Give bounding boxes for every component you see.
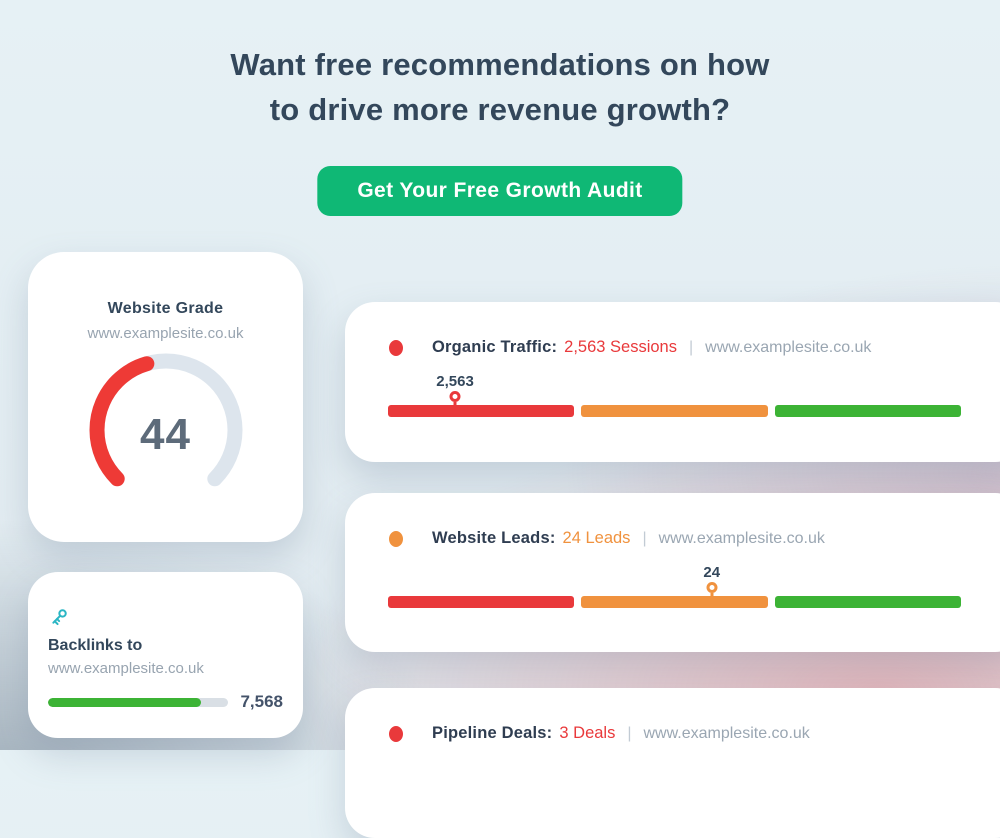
metric-label: Pipeline Deals: xyxy=(432,724,553,742)
status-dot-icon xyxy=(389,725,403,742)
organic-traffic-card: Organic Traffic: 2,563 Sessions | www.ex… xyxy=(345,302,1000,462)
metric-value: 3 Deals xyxy=(559,724,616,742)
metric-label: Website Leads: xyxy=(432,529,556,547)
backlinks-progress-track xyxy=(48,697,229,707)
scale-segment-red xyxy=(388,596,575,608)
organic-traffic-scale: 2,563 xyxy=(388,373,961,417)
backlinks-url: www.examplesite.co.uk xyxy=(48,660,204,677)
backlinks-progress-fill xyxy=(48,697,202,707)
separator: | xyxy=(627,724,632,742)
metric-value: 24 Leads xyxy=(562,529,631,547)
headline-line-1: Want free recommendations on how xyxy=(230,47,770,82)
headline: Want free recommendations on how to driv… xyxy=(0,42,1000,132)
backlinks-title: Backlinks to xyxy=(48,637,143,654)
scale-segment-green xyxy=(774,405,961,417)
headline-line-2: to drive more revenue growth? xyxy=(269,92,731,127)
grade-gauge-svg xyxy=(89,353,242,487)
metric-label: Organic Traffic: xyxy=(432,338,558,356)
growth-audit-button[interactable]: Get Your Free Growth Audit xyxy=(317,166,683,216)
metric-url: www.examplesite.co.uk xyxy=(705,338,872,356)
grade-score: 44 xyxy=(140,410,191,459)
metric-url: www.examplesite.co.uk xyxy=(643,724,810,742)
grade-card-title: Website Grade xyxy=(107,300,224,317)
website-leads-card: Website Leads: 24 Leads | www.examplesit… xyxy=(345,493,1000,652)
grade-card-url: www.examplesite.co.uk xyxy=(87,325,244,342)
scale-segment-orange xyxy=(581,596,768,608)
website-leads-scale: 24 xyxy=(388,564,961,608)
scale-segment-orange xyxy=(581,405,768,417)
scale-segment-red xyxy=(388,405,575,417)
red-orange-green-scale-bar xyxy=(388,405,961,417)
marker-value-label: 24 xyxy=(703,564,721,581)
status-dot-icon xyxy=(389,530,403,547)
key-icon xyxy=(52,609,67,626)
marker-value-label: 2,563 xyxy=(436,373,474,390)
metric-value: 2,563 Sessions xyxy=(564,338,677,356)
website-grade-card: Website Grade www.examplesite.co.uk 44 xyxy=(28,252,303,542)
pipeline-deals-card: Pipeline Deals: 3 Deals | www.examplesit… xyxy=(345,688,1000,838)
status-dot-icon xyxy=(389,339,403,356)
separator: | xyxy=(688,338,694,356)
red-orange-green-scale-bar xyxy=(388,596,961,608)
separator: | xyxy=(642,529,647,547)
grade-gauge-fill xyxy=(89,353,242,487)
scale-segment-green xyxy=(774,596,961,608)
backlinks-count: 7,568 xyxy=(240,692,283,711)
backlinks-card: Backlinks to www.examplesite.co.uk 7,568 xyxy=(28,572,303,738)
grade-gauge: 44 xyxy=(81,352,251,502)
metric-url: www.examplesite.co.uk xyxy=(658,529,825,547)
